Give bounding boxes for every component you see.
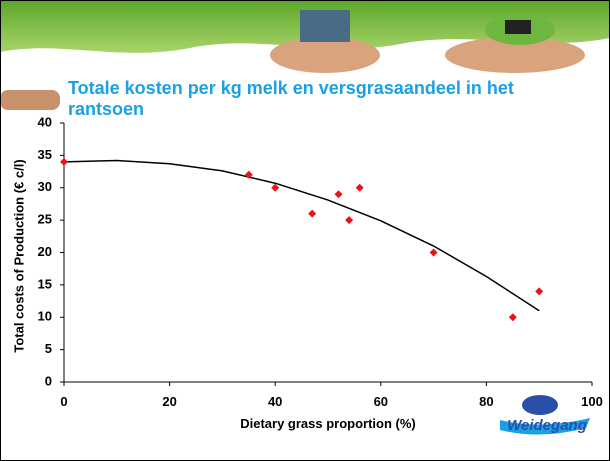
y-tick-label: 5 [45,341,52,356]
y-tick-label: 35 [38,147,52,162]
logo-text: Weidegang [507,417,587,434]
x-tick-label: 40 [268,394,282,409]
data-point [271,184,279,192]
y-tick-label: 15 [38,276,52,291]
logo: Weidegang [500,395,590,435]
data-point [509,313,517,321]
y-tick-label: 0 [45,373,52,388]
x-axis-label: Dietary grass proportion (%) [240,416,416,431]
x-tick-label: 0 [60,394,67,409]
data-point [430,249,438,257]
y-tick-label: 40 [38,114,52,129]
y-tick-label: 30 [38,179,52,194]
chart-title: Totale kosten per kg melk en versgrasaan… [68,78,588,120]
data-point [345,216,353,224]
data-point [356,184,364,192]
data-point [335,190,343,198]
data-point [535,287,543,295]
data-point [60,158,68,166]
y-tick-label: 20 [38,244,52,259]
x-tick-label: 20 [162,394,176,409]
y-tick-label: 25 [38,212,52,227]
data-point [308,210,316,218]
y-axis-label: Total costs of Production (€ c/l) [11,159,26,352]
y-tick-label: 10 [38,309,52,324]
slide: Weidegang Total costs of Production (€ c… [0,0,610,461]
x-tick-label: 100 [581,394,603,409]
chart: Weidegang Total costs of Production (€ c… [0,0,610,461]
trendline [64,161,539,311]
x-tick-label: 60 [374,394,388,409]
x-tick-label: 80 [479,394,493,409]
